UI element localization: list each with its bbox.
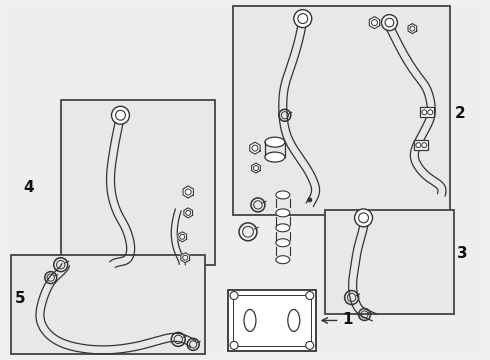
Circle shape (416, 143, 421, 148)
Ellipse shape (276, 224, 290, 232)
Circle shape (112, 106, 129, 124)
Polygon shape (250, 142, 260, 154)
Circle shape (422, 110, 427, 115)
Circle shape (308, 198, 312, 202)
Circle shape (410, 26, 415, 31)
Circle shape (230, 292, 238, 300)
Bar (11, 255, 205, 354)
Ellipse shape (244, 310, 256, 332)
Text: 2: 2 (455, 106, 466, 121)
Circle shape (422, 143, 427, 148)
Circle shape (186, 210, 191, 215)
Text: 3: 3 (457, 246, 468, 261)
Bar (228, 289, 316, 351)
Circle shape (306, 341, 314, 349)
Circle shape (355, 209, 372, 227)
Polygon shape (369, 17, 380, 28)
Circle shape (306, 292, 314, 300)
Ellipse shape (265, 152, 285, 162)
Ellipse shape (265, 137, 285, 147)
Circle shape (180, 234, 185, 239)
Circle shape (252, 145, 258, 151)
Bar (61, 100, 215, 265)
Ellipse shape (276, 191, 290, 199)
Polygon shape (252, 163, 260, 173)
Ellipse shape (276, 239, 290, 247)
Circle shape (298, 14, 308, 23)
Circle shape (185, 189, 191, 195)
Text: 5: 5 (15, 291, 25, 306)
Text: 1: 1 (343, 312, 353, 328)
Circle shape (371, 20, 377, 26)
Text: 4: 4 (23, 180, 33, 195)
Bar (415, 140, 428, 150)
Circle shape (294, 10, 312, 28)
Polygon shape (183, 186, 194, 198)
Bar (420, 107, 434, 117)
Bar (233, 6, 450, 215)
Polygon shape (408, 24, 416, 33)
Bar (325, 210, 454, 315)
Polygon shape (178, 232, 187, 242)
Ellipse shape (276, 256, 290, 264)
Circle shape (385, 18, 394, 27)
Circle shape (428, 110, 433, 115)
Circle shape (230, 341, 238, 349)
Ellipse shape (276, 209, 290, 217)
Ellipse shape (288, 310, 300, 332)
Circle shape (382, 15, 397, 31)
Circle shape (359, 213, 368, 223)
Circle shape (183, 255, 188, 260)
Polygon shape (184, 208, 193, 218)
Bar (233, 294, 311, 346)
Polygon shape (181, 253, 190, 263)
Circle shape (253, 166, 258, 171)
Circle shape (116, 110, 125, 120)
